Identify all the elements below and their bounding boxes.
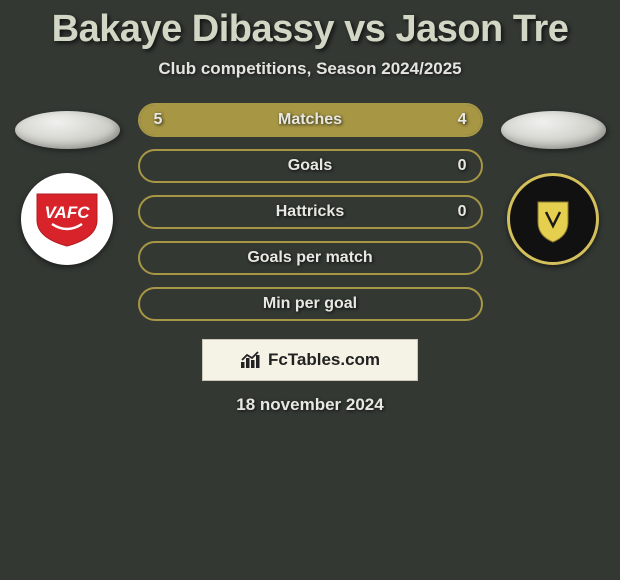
comparison-card: Bakaye Dibassy vs Jason Tre Club competi… <box>0 0 620 415</box>
left-crest-shield: VAFC <box>32 190 102 248</box>
subtitle: Club competitions, Season 2024/2025 <box>0 59 620 79</box>
main-layout: VAFC 5 Matches 4 Goals 0 Hattricks 0 Goals per … <box>0 103 620 321</box>
stat-bar: 5 Matches 4 <box>138 103 483 137</box>
right-crest-inner <box>528 194 578 244</box>
bar-label: Min per goal <box>263 295 357 313</box>
right-player-placeholder <box>501 111 606 149</box>
svg-text:VAFC: VAFC <box>44 203 90 222</box>
vafc-shield-icon: VAFC <box>32 190 102 248</box>
brand-box[interactable]: FcTables.com <box>202 339 418 381</box>
bar-label: Hattricks <box>276 203 344 221</box>
bar-label: Goals <box>288 157 332 175</box>
left-player-placeholder <box>15 111 120 149</box>
bar-value-right: 0 <box>458 203 467 221</box>
usq-badge-icon <box>528 194 578 244</box>
bar-value-right: 4 <box>458 111 467 129</box>
stat-bar: Min per goal <box>138 287 483 321</box>
stat-bar: Goals per match <box>138 241 483 275</box>
footer: FcTables.com 18 november 2024 <box>0 339 620 415</box>
page-title: Bakaye Dibassy vs Jason Tre <box>0 8 620 51</box>
footer-date: 18 november 2024 <box>236 395 383 415</box>
right-team-crest <box>507 173 599 265</box>
bar-value-left: 5 <box>154 111 163 129</box>
stat-bar: Goals 0 <box>138 149 483 183</box>
bar-value-right: 0 <box>458 157 467 175</box>
left-side: VAFC <box>15 103 120 265</box>
bar-label: Goals per match <box>247 249 372 267</box>
stat-bars: 5 Matches 4 Goals 0 Hattricks 0 Goals per match… <box>138 103 483 321</box>
stat-bar: Hattricks 0 <box>138 195 483 229</box>
left-team-crest: VAFC <box>21 173 113 265</box>
brand-text: FcTables.com <box>268 350 380 370</box>
bar-label: Matches <box>278 111 342 129</box>
chart-icon <box>240 351 262 369</box>
right-side <box>501 103 606 265</box>
